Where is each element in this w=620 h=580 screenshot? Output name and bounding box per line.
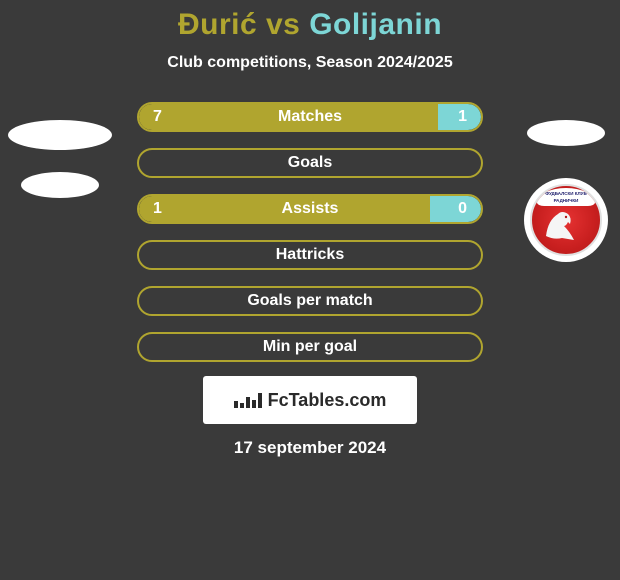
footer-logo-bar <box>246 397 250 408</box>
bar-label: Assists <box>282 200 339 218</box>
bar-label: Matches <box>278 108 342 126</box>
club-crest: ФУДБАЛСКИ КЛУБ РАДНИЧКИ <box>524 178 608 262</box>
bar-label: Hattricks <box>276 246 344 264</box>
footer-logo-bar <box>234 401 238 408</box>
player2-badge-1 <box>527 120 605 146</box>
bar-label: Min per goal <box>263 338 357 356</box>
player1-badge-1 <box>8 120 112 150</box>
stat-bar-min-per-goal: Min per goal <box>137 332 483 362</box>
comparison-infographic: Đurić vs Golijanin Club competitions, Se… <box>0 0 620 458</box>
player1-name: Đurić <box>178 8 257 41</box>
bar-right-value: 1 <box>458 108 467 126</box>
footer-logo-bar <box>240 403 244 408</box>
footer-logo-bar <box>258 393 262 408</box>
bar-left-value: 7 <box>153 108 162 126</box>
footer-logo-bar <box>252 400 256 408</box>
crest-text: ФУДБАЛСКИ КЛУБ РАДНИЧКИ <box>537 188 595 206</box>
page-title: Đurić vs Golijanin <box>0 8 620 42</box>
left-player-badges <box>8 120 112 198</box>
right-player-badges: ФУДБАЛСКИ КЛУБ РАДНИЧКИ <box>524 120 608 262</box>
footer-brand-text: FcTables.com <box>268 390 387 411</box>
bar-label: Goals <box>288 154 332 172</box>
crest-inner: ФУДБАЛСКИ КЛУБ РАДНИЧКИ <box>530 184 602 256</box>
stat-bar-goals: Goals <box>137 148 483 178</box>
player1-badge-2 <box>21 172 99 198</box>
stat-bar-goals-per-match: Goals per match <box>137 286 483 316</box>
bar-fill-right <box>430 196 481 222</box>
footer-logo-icon <box>234 393 262 408</box>
date-text: 17 september 2024 <box>0 438 620 458</box>
bar-label: Goals per match <box>247 292 372 310</box>
stat-bar-assists: 1 Assists 0 <box>137 194 483 224</box>
bar-left-value: 1 <box>153 200 162 218</box>
footer-brand-box: FcTables.com <box>203 376 417 424</box>
bar-right-value: 0 <box>458 200 467 218</box>
subtitle: Club competitions, Season 2024/2025 <box>0 54 620 72</box>
eagle-icon <box>542 208 582 244</box>
player2-name: Golijanin <box>309 8 442 41</box>
title-vs: vs <box>257 8 309 41</box>
stat-bar-hattricks: Hattricks <box>137 240 483 270</box>
stat-bar-matches: 7 Matches 1 <box>137 102 483 132</box>
